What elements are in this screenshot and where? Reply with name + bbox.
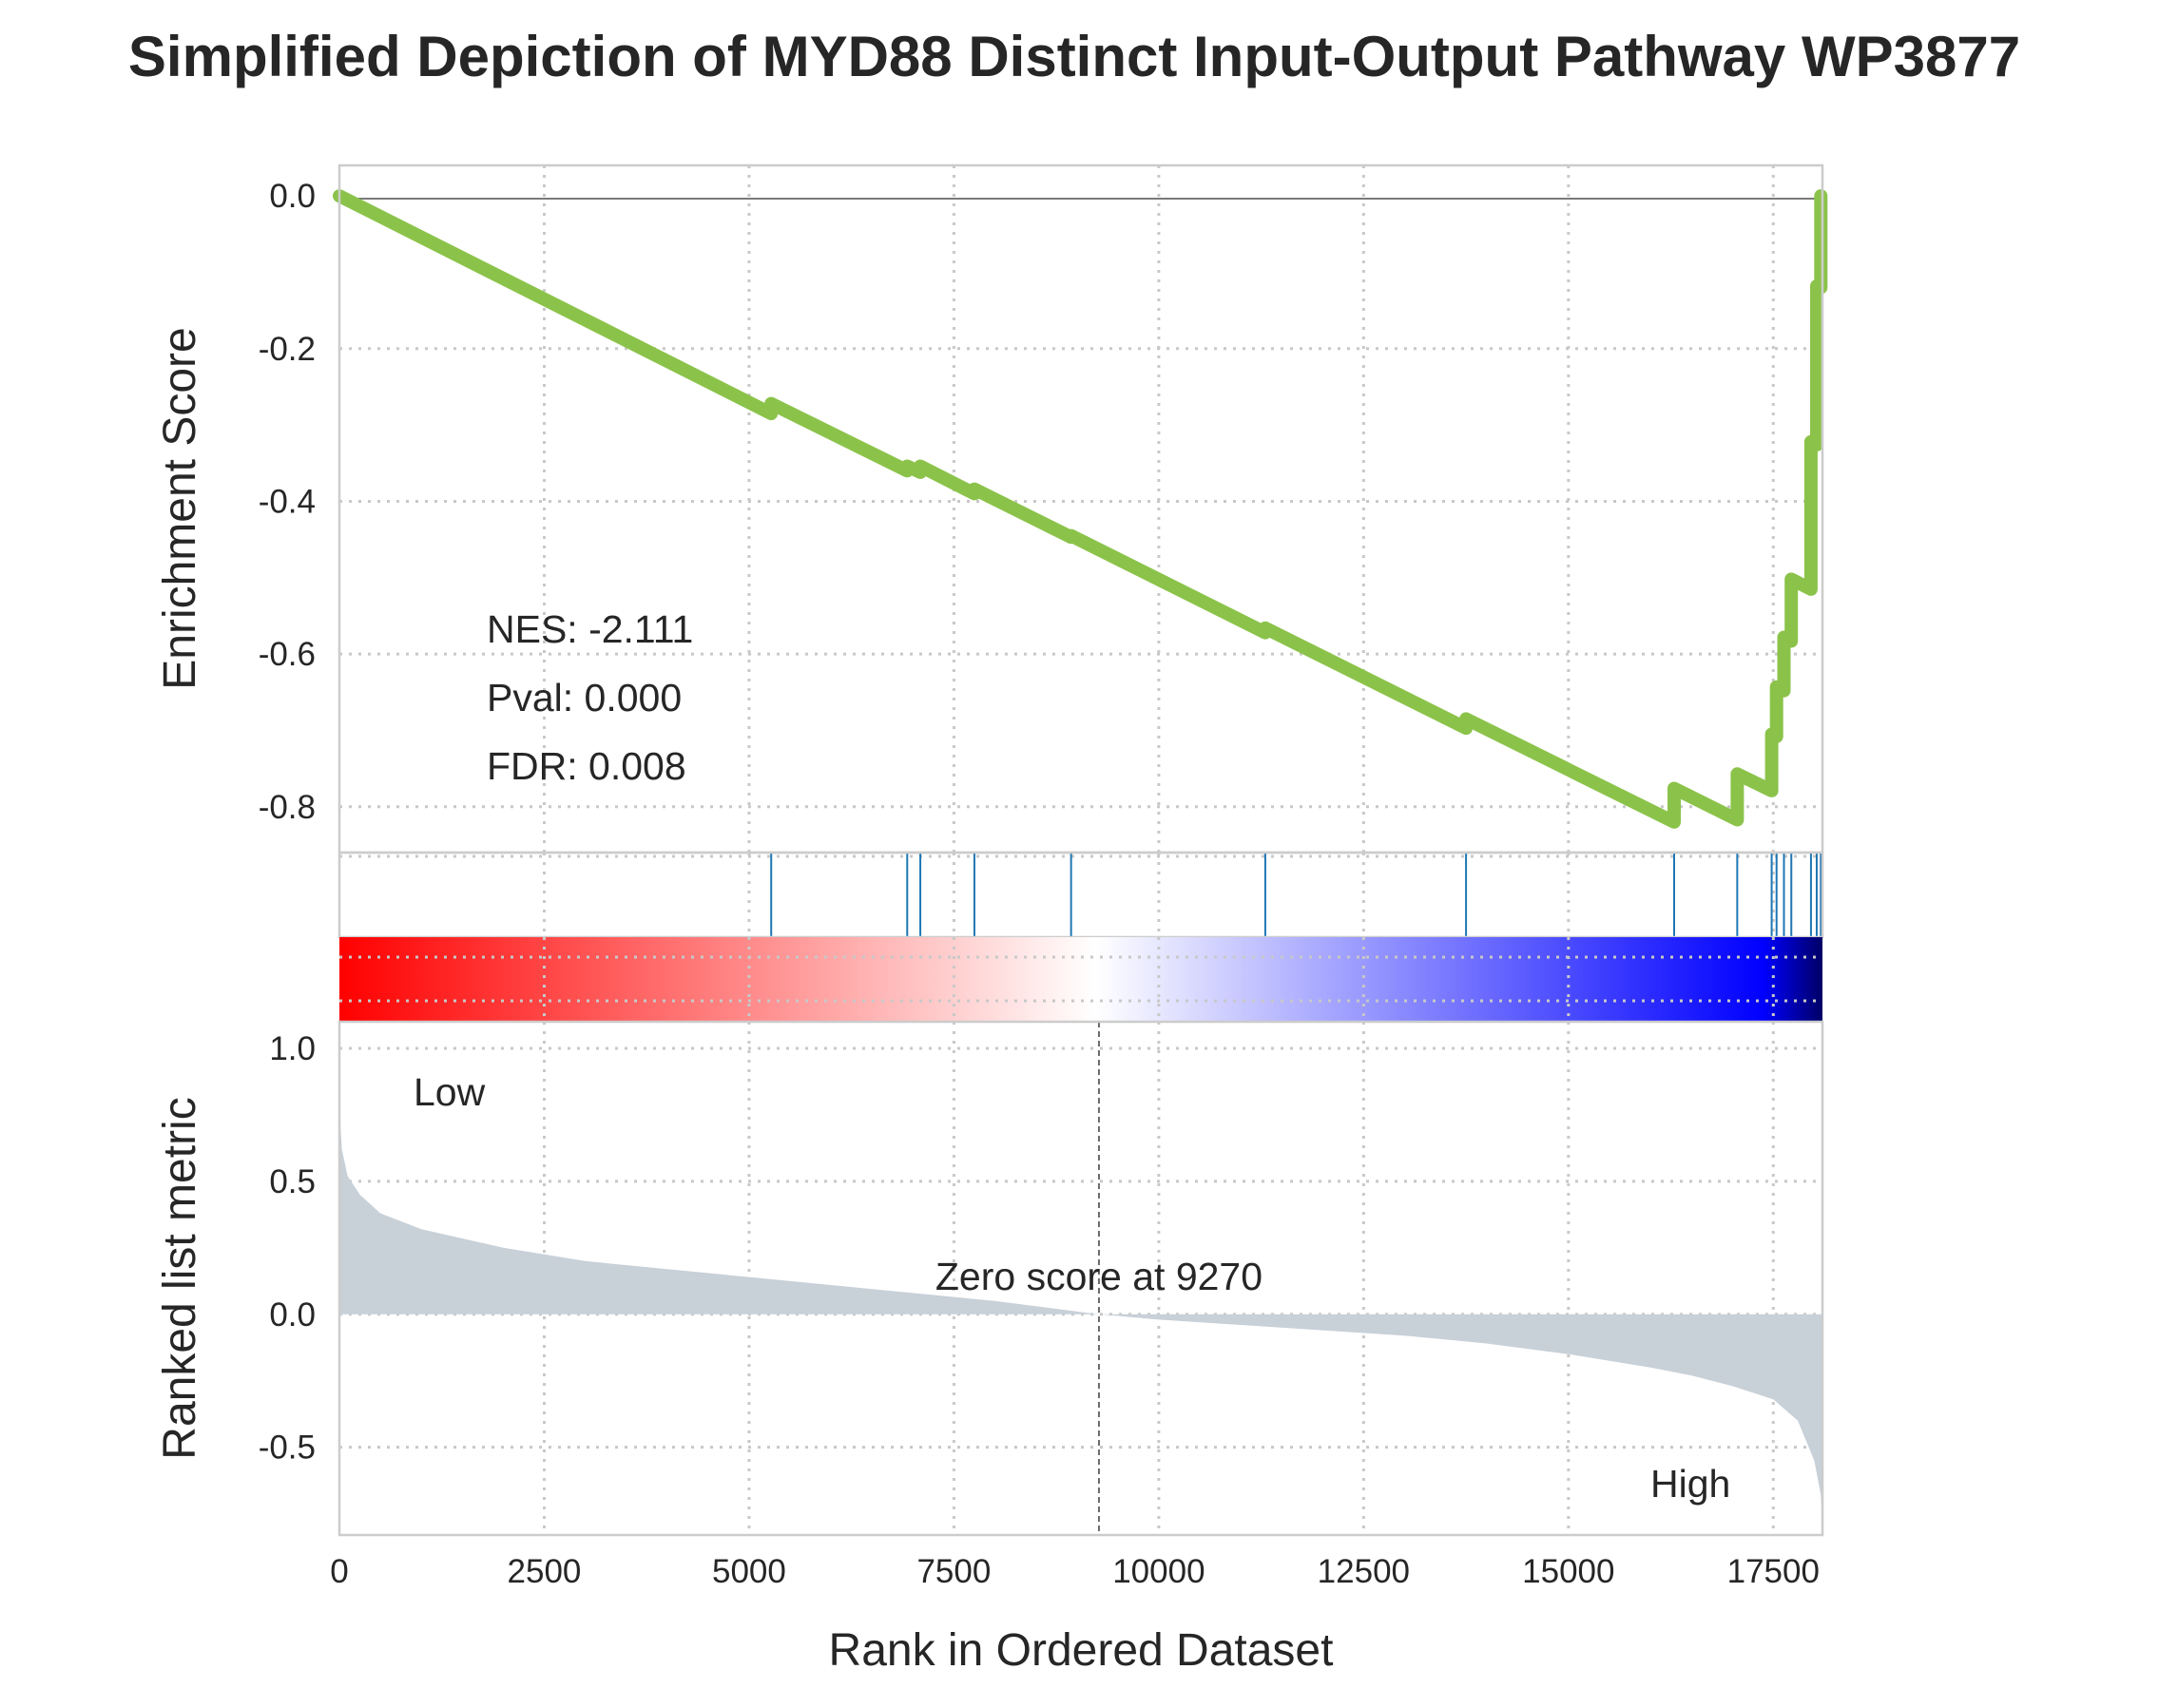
low-label: Low (414, 1070, 486, 1114)
y-tick-label: 1.0 (269, 1030, 316, 1067)
chart-title: Simplified Depiction of MYD88 Distinct I… (128, 25, 2020, 88)
zero-score-label: Zero score at 9270 (935, 1255, 1263, 1298)
x-tick-label: 12500 (1318, 1553, 1410, 1590)
ranked-grid (339, 1022, 1822, 1535)
ranked-y-ticks: 1.0 0.5 0.0 -0.5 (259, 1030, 316, 1467)
y-tick-label: -0.6 (259, 636, 316, 673)
x-tick-label: 7500 (916, 1553, 991, 1590)
enrichment-score-line (333, 189, 1828, 829)
colorbar-panel (339, 937, 1822, 1022)
x-axis-ticks: 0 2500 5000 7500 10000 12500 15000 17500 (330, 1553, 1820, 1590)
x-tick-label: 10000 (1112, 1553, 1205, 1590)
ranked-metric-area (339, 1106, 1822, 1527)
y-tick-label: 0.0 (269, 1296, 316, 1334)
gene-hit-marks (770, 853, 1822, 937)
enrichment-grid (339, 165, 1822, 853)
hits-frame (337, 851, 1824, 939)
x-tick-label: 0 (330, 1553, 348, 1590)
y-tick-label: 0.5 (269, 1163, 316, 1200)
pval-text: Pval: 0.000 (487, 676, 682, 720)
y-tick-label: -0.2 (259, 331, 316, 368)
ranked-frame (337, 1020, 1824, 1537)
y-tick-label: -0.4 (259, 483, 316, 520)
y-tick-label: 0.0 (269, 178, 316, 215)
hits-panel (337, 851, 1824, 939)
y-tick-label: -0.5 (259, 1430, 316, 1467)
colorbar-grid (339, 937, 1822, 1022)
enrichment-y-ticks: 0.0 -0.2 -0.4 -0.6 -0.8 (259, 178, 316, 826)
enrichment-y-label: Enrichment Score (155, 327, 205, 690)
ranked-y-label: Ranked list metric (155, 1097, 205, 1459)
x-tick-label: 15000 (1522, 1553, 1614, 1590)
ranked-panel: Zero score at 9270 Low High 1.0 0.5 0.0 -0.… (155, 1020, 1824, 1537)
hits-grid (339, 853, 1822, 937)
x-tick-label: 5000 (712, 1553, 786, 1590)
x-axis-label: Rank in Ordered Dataset (829, 1625, 1334, 1676)
rank-colorbar (339, 937, 1822, 1022)
fdr-text: FDR: 0.008 (487, 744, 686, 788)
nes-text: NES: -2.111 (487, 607, 693, 651)
high-label: High (1650, 1462, 1730, 1506)
y-tick-label: -0.8 (259, 789, 316, 826)
enrichment-panel: 0.0 -0.2 -0.4 -0.6 -0.8 Enrichment Score NES… (155, 163, 1828, 854)
x-tick-label: 2500 (508, 1553, 582, 1590)
x-tick-label: 17500 (1727, 1553, 1820, 1590)
